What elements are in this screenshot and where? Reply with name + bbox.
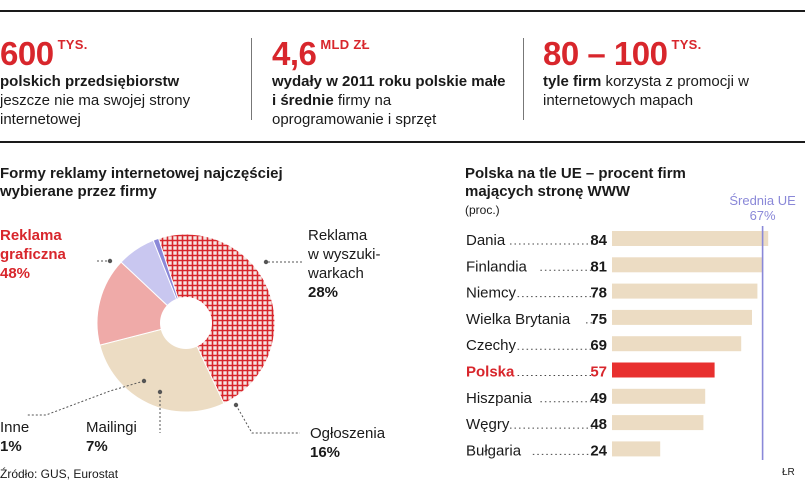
bar-category-label: Dania [466, 232, 506, 249]
bar-title: Polska na tle UE – procent firm mających… [465, 165, 686, 200]
stat-divider [523, 38, 524, 120]
bar-finlandia [612, 257, 763, 273]
section-rule [0, 141, 805, 143]
stat-value: 4,6 MLD ZŁ [272, 35, 370, 72]
bar-value-label: 75 [590, 311, 607, 328]
top-rule [0, 10, 805, 12]
leader-reklama-wyszukiwarki-dot [263, 259, 269, 265]
leader-ogloszenia-dot [233, 402, 239, 408]
author-credit: ŁR [782, 467, 795, 478]
pie-chart [26, 233, 302, 434]
eu-average-label: Średnia UE [729, 193, 796, 208]
stat-firms-without-website: 600 TYS. polskich przedsiębiorstw jeszcze … [0, 28, 235, 129]
leader-mailingi-dot [157, 389, 163, 395]
bar-value-label: 24 [590, 442, 607, 459]
bar-value-label: 78 [590, 285, 607, 302]
bar-unit-label: (proc.) [465, 203, 500, 217]
stat-description: wydały w 2011 roku polskie małe i średni… [272, 73, 506, 128]
bar-polska [612, 362, 715, 378]
bar-wielka-brytania [612, 309, 752, 325]
bar-category-label: Polska [466, 364, 515, 381]
bar-value-label: 49 [590, 390, 607, 407]
bar-category-label: Bułgaria [466, 442, 522, 459]
pie-title: Formy reklamy internetowej najczęściej w… [0, 165, 283, 200]
leader-reklama-graficzna-dot [107, 258, 113, 264]
bar-value-label: 57 [590, 364, 607, 381]
label-inne: Inne 1% [0, 419, 30, 455]
bar-chart: Dania 84 Finlandia 81 Niemcy 78 Wielka Brytani… [466, 193, 796, 460]
stat-sme-spending: 4,6 MLD ZŁ wydały w 2011 roku polskie mał… [272, 28, 507, 129]
stat-divider [251, 38, 252, 120]
stat-value: 600 TYS. [0, 35, 88, 72]
bar-category-label: Niemcy [466, 285, 517, 302]
stat-value: 80 – 100 TYS. [543, 35, 702, 72]
bar-value-label: 48 [590, 416, 607, 433]
pie-center-hole [160, 297, 212, 349]
bar-hiszpania [612, 388, 706, 404]
stat-description: polskich przedsiębiorstw jeszcze nie ma s… [0, 73, 191, 128]
bar-dania [612, 231, 769, 246]
leader-inne [26, 380, 145, 416]
source-note: Źródło: GUS, Eurostat [0, 467, 119, 481]
bar-category-label: Węgry [466, 416, 510, 433]
bar-value-label: 81 [590, 258, 607, 275]
eu-average-value: 67% [750, 208, 776, 223]
bar-value-label: 84 [590, 232, 607, 249]
bar-value-label: 69 [590, 337, 607, 354]
label-reklama-graficzna: Reklama graficzna 48% [0, 227, 66, 282]
stat-description: tyle firm korzysta z promocji w internet… [543, 73, 749, 109]
pie-slice-reklama-graficzna [157, 233, 276, 405]
label-reklama-wyszukiwarki: Reklama w wyszuki- warkach 28% [308, 227, 381, 301]
label-ogloszenia: Ogłoszenia 16% [310, 425, 386, 461]
stat-map-promotion: 80 – 100 TYS. tyle firm korzysta z promoc… [543, 28, 788, 110]
bar-category-label: Finlandia [466, 258, 528, 275]
leader-inne-dot [141, 378, 147, 384]
bar-niemcy [612, 283, 758, 299]
bar-czechy [612, 336, 742, 352]
bar-bułgaria [612, 441, 661, 457]
leader-ogloszenia [235, 404, 300, 434]
bar-węgry [612, 415, 704, 431]
label-mailingi: Mailingi 7% [86, 419, 137, 455]
bar-category-label: Wielka Brytania [466, 311, 571, 328]
bar-category-label: Czechy [466, 337, 517, 354]
bar-category-label: Hiszpania [466, 390, 533, 407]
